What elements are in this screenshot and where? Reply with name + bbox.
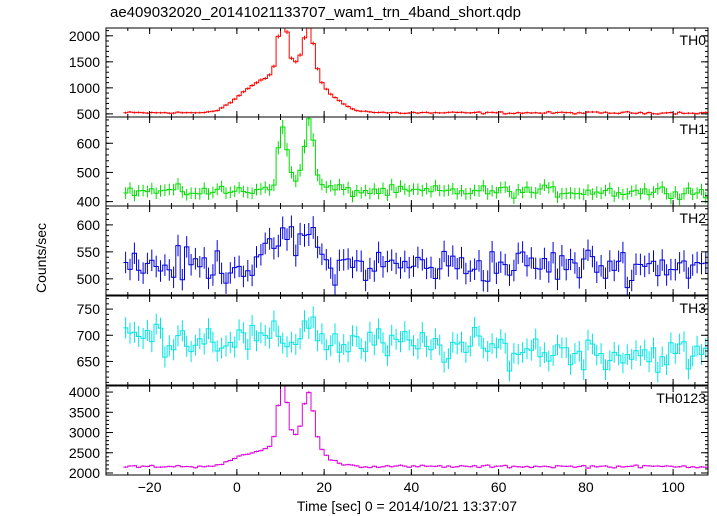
series-line-th3 xyxy=(123,316,708,373)
y-tick-label: 400 xyxy=(77,194,101,210)
y-tick-label: 3000 xyxy=(69,425,100,441)
y-tick-label: 550 xyxy=(77,244,101,260)
chart-title: ae409032020_20141021133707_wam1_trn_4ban… xyxy=(110,4,521,21)
y-tick-label: 500 xyxy=(77,106,101,122)
y-axis-label: Counts/sec xyxy=(33,223,49,293)
y-tick-label: 1500 xyxy=(69,54,100,70)
y-tick-label: 2000 xyxy=(69,465,100,481)
series-line-th0123 xyxy=(123,386,708,469)
y-tick-label: 500 xyxy=(77,271,101,287)
panel-label-th3: TH3 xyxy=(680,300,707,316)
x-tick-label: 60 xyxy=(491,479,507,495)
series-line-th2 xyxy=(123,226,708,289)
y-tick-label: 600 xyxy=(77,217,101,233)
y-tick-label: 4000 xyxy=(69,384,100,400)
panel-th0: 500 1000 1500 2000 TH0 xyxy=(69,27,709,122)
panel-th3: 650 700 750 TH3 xyxy=(77,295,709,386)
panel-th0123: 2000 2500 3000 3500 4000 TH0123 xyxy=(69,384,709,481)
y-tick-label: 3500 xyxy=(69,404,100,420)
x-tick-label: 80 xyxy=(578,479,594,495)
error-bars-th3 xyxy=(125,306,707,383)
series-line-th0 xyxy=(123,28,708,115)
y-tick-label: 750 xyxy=(77,301,101,317)
y-tick-label: 650 xyxy=(77,353,101,369)
panel-label-th2: TH2 xyxy=(680,210,707,226)
y-tick-label: 500 xyxy=(77,164,101,180)
x-tick-label: −20 xyxy=(138,479,162,495)
panel-label-th0123: TH0123 xyxy=(656,390,706,406)
x-axis-label: Time [sec] 0 = 2014/10/21 13:37:07 xyxy=(297,498,517,514)
panel-label-th0: TH0 xyxy=(680,32,707,48)
y-tick-label: 2500 xyxy=(69,445,100,461)
error-bars-th0 xyxy=(125,28,707,115)
y-tick-label: 2000 xyxy=(69,28,100,44)
x-tick-label: 100 xyxy=(661,479,685,495)
series-line-th1 xyxy=(123,118,708,200)
x-tick-label: 20 xyxy=(316,479,332,495)
panel-th1: 400 500 600 TH1 xyxy=(77,116,709,210)
y-tick-label: 1000 xyxy=(69,80,100,96)
x-tick-label: 0 xyxy=(233,479,241,495)
x-tick-label: 40 xyxy=(404,479,420,495)
error-bars-th2 xyxy=(125,215,707,295)
error-bars-th0123 xyxy=(125,391,707,469)
panel-label-th1: TH1 xyxy=(680,121,707,137)
error-bars-th1 xyxy=(125,117,707,206)
panel-frame xyxy=(105,205,709,296)
panel-frame xyxy=(105,385,709,476)
x-axis: −20 0 20 40 60 80 100 xyxy=(138,479,685,495)
y-tick-label: 700 xyxy=(77,327,101,343)
panels-layer: 500 1000 1500 2000 TH0 400 500 600 TH1 500 550 600 T… xyxy=(69,27,709,481)
panel-th2: 500 550 600 TH2 xyxy=(77,205,709,296)
panel-frame xyxy=(105,27,709,118)
y-tick-label: 600 xyxy=(77,135,101,151)
